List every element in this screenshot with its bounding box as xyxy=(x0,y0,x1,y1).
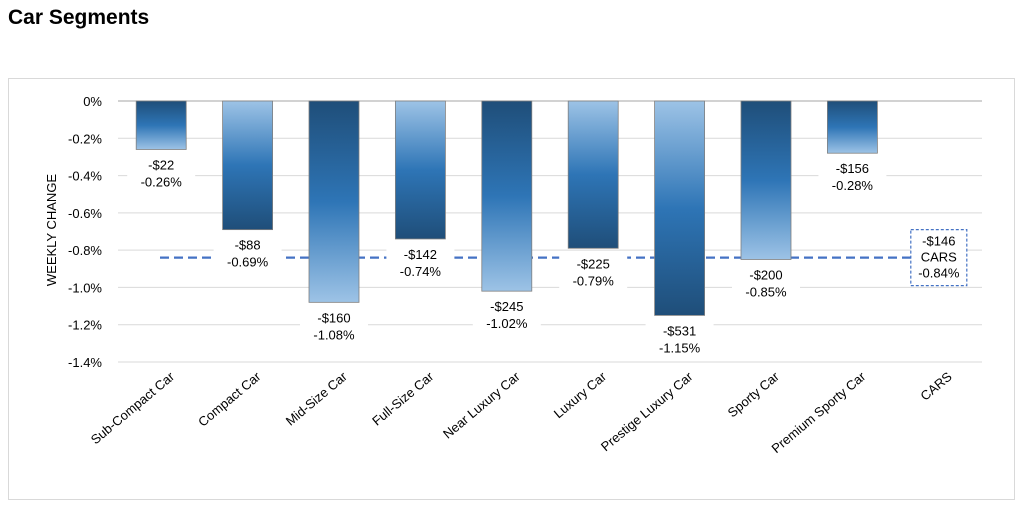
bars xyxy=(135,100,878,316)
data-label-percent: -0.85% xyxy=(745,284,787,299)
data-label-percent: -0.28% xyxy=(832,178,874,193)
data-label-dollar: -$160 xyxy=(317,310,350,325)
data-label-dollar: -$245 xyxy=(490,299,523,314)
y-tick-label: -1.2% xyxy=(68,318,102,333)
data-label-percent: -0.84% xyxy=(918,266,960,281)
data-label-backing xyxy=(732,265,800,302)
data-label-percent: -1.02% xyxy=(486,316,528,331)
data-label-backing xyxy=(127,155,196,192)
reference-line-label: CARS xyxy=(921,250,957,265)
y-axis-label: WEEKLY CHANGE xyxy=(44,174,59,287)
x-tick-label: Premium Sporty Car xyxy=(768,368,868,456)
data-label-backing xyxy=(818,159,887,196)
bar xyxy=(740,100,792,260)
data-label-dollar: -$225 xyxy=(577,256,610,271)
x-tick-label: Full-Size Car xyxy=(369,368,437,428)
y-tick-label: -1.0% xyxy=(68,280,102,295)
data-label-backing xyxy=(645,321,714,358)
data-label-percent: -0.74% xyxy=(400,264,442,279)
x-tick-label: Sporty Car xyxy=(725,368,783,420)
x-tick-label: Luxury Car xyxy=(551,368,610,421)
y-tick-label: -0.8% xyxy=(68,243,102,258)
page-title: Car Segments xyxy=(8,6,150,29)
x-tick-label: CARS xyxy=(917,369,955,404)
data-label-percent: -0.69% xyxy=(227,255,269,270)
data-label-backing xyxy=(559,254,628,291)
data-label-backing xyxy=(386,244,455,281)
data-label-backing xyxy=(472,297,541,334)
y-tick-label: -0.2% xyxy=(68,131,102,146)
data-label-dollar: -$146 xyxy=(922,234,955,249)
x-tick-label: Compact Car xyxy=(195,368,264,429)
y-tick-label: -0.4% xyxy=(68,169,102,184)
x-tick-label: Mid-Size Car xyxy=(283,368,351,428)
bar xyxy=(654,100,705,316)
bar xyxy=(567,100,619,249)
data-label-dollar: -$22 xyxy=(148,157,174,172)
bar xyxy=(827,100,878,154)
data-label-dollar: -$531 xyxy=(663,323,696,338)
y-axis-ticks: 0% -0.2% -0.4% -0.6% -0.8% -1.0% -1.2% -1.4% xyxy=(68,94,102,370)
x-axis-ticks: Sub-Compact Car Compact Car Mid-Size Car Fu… xyxy=(88,368,955,456)
chart-frame xyxy=(8,78,1015,500)
data-labels: -$22 -0.26% -$88 -0.69% -$160 -1.08% -$142 -0.7… xyxy=(127,155,968,358)
y-tick-label: -0.6% xyxy=(68,206,102,221)
bar xyxy=(308,100,360,303)
x-tick-label: Near Luxury Car xyxy=(440,368,523,441)
x-tick-label: Sub-Compact Car xyxy=(88,368,178,447)
data-label-dollar: -$142 xyxy=(404,247,437,262)
data-label-dollar: -$200 xyxy=(749,267,782,282)
y-tick-label: -1.4% xyxy=(68,355,102,370)
data-label-percent: -0.79% xyxy=(573,273,615,288)
data-label-dollar: -$88 xyxy=(235,238,261,253)
bar xyxy=(135,100,187,150)
bar xyxy=(394,100,446,240)
y-tick-label: 0% xyxy=(83,94,102,109)
data-label-percent: -1.15% xyxy=(659,340,701,355)
reference-label-box xyxy=(910,229,968,287)
bar xyxy=(222,100,274,231)
data-label-backing xyxy=(300,308,368,345)
data-label-percent: -0.26% xyxy=(141,174,183,189)
bar xyxy=(481,100,533,292)
data-label-percent: -1.08% xyxy=(313,327,355,342)
data-label-dollar: -$156 xyxy=(836,161,869,176)
data-label-backing xyxy=(213,235,282,272)
x-tick-label: Prestige Luxury Car xyxy=(598,368,696,454)
